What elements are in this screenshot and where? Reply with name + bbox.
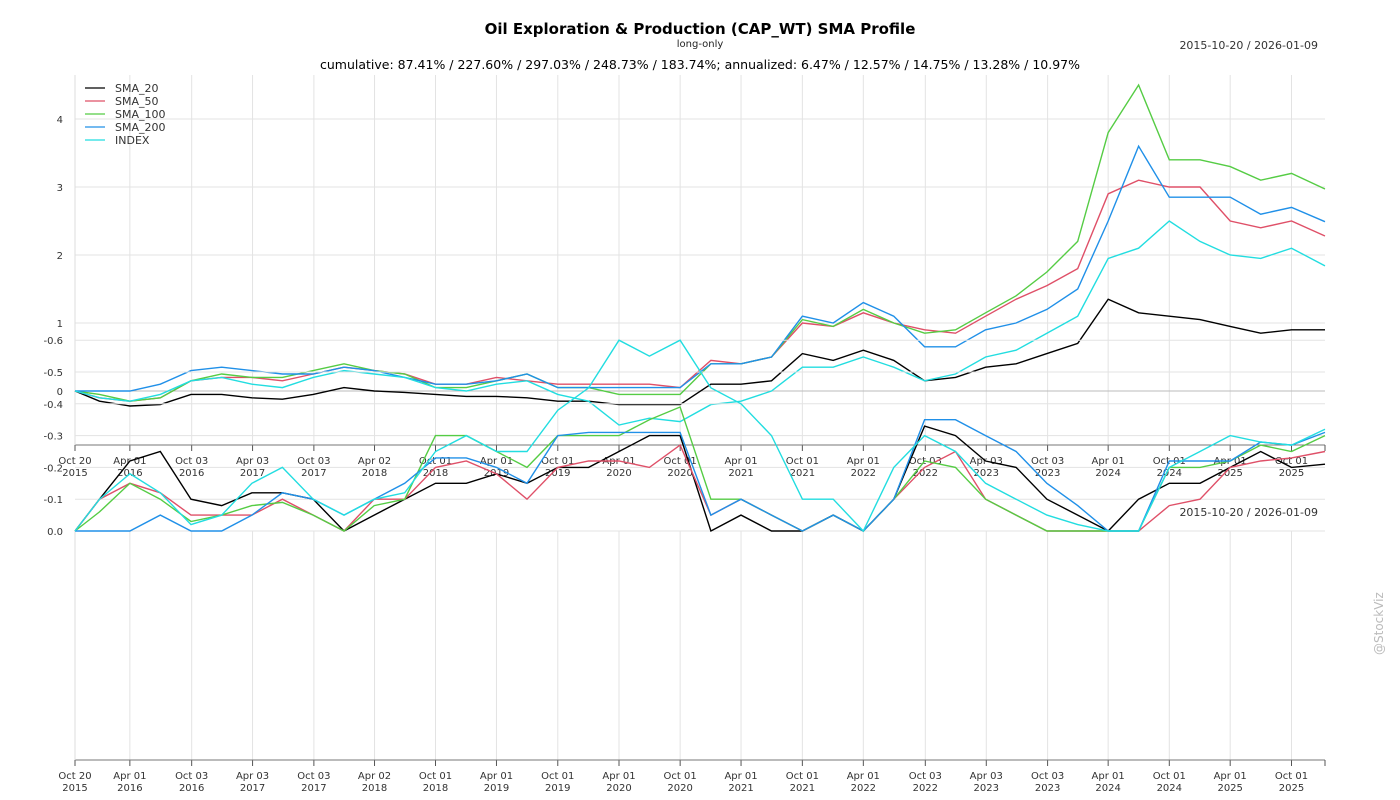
x-tick-label: Oct 20 2015 [58,771,91,794]
series-line-sma-200 [75,144,1326,392]
x-tick-label: Oct 01 2021 [786,771,819,794]
x-tick-label: Apr 01 2025 [1214,771,1247,794]
x-tick-label: Apr 03 2023 [970,771,1003,794]
y-tick-label: 0.0 [47,527,63,538]
x-tick-label: Oct 01 2019 [541,456,574,479]
y-tick-label: -0.3 [43,432,63,443]
x-tick-label: Apr 03 2017 [236,456,269,479]
x-tick-label: Oct 01 2024 [1153,771,1186,794]
legend-label-sma_200: SMA_200 [115,121,166,134]
x-tick-label: Oct 03 2017 [297,456,330,479]
x-tick-label: Apr 01 2024 [1092,456,1125,479]
date-range-top: 2015-10-20 / 2026-01-09 [1179,39,1318,52]
x-tick-label: Apr 01 2020 [602,771,635,794]
series-line-sma-20 [74,425,1326,533]
series-line-sma-100 [74,83,1326,402]
y-tick-label: -0.2 [43,463,63,474]
x-tick-label: Oct 01 2018 [419,771,452,794]
date-range-bottom: 2015-10-20 / 2026-01-09 [1179,506,1318,519]
x-tick-label: Oct 03 2017 [297,771,330,794]
x-tick-label: Oct 01 2020 [664,456,697,479]
x-tick-label: Oct 01 2018 [419,456,452,479]
series-line-index [74,220,1326,426]
y-tick-label: 1 [57,319,63,330]
y-tick-label: 0 [57,387,63,398]
x-tick-label: Apr 01 2021 [724,456,757,479]
x-tick-label: Apr 01 2024 [1092,771,1125,794]
y-tick-label: -0.4 [43,400,63,411]
x-tick-label: Oct 01 2021 [786,456,819,479]
x-tick-label: Oct 03 2016 [175,771,208,794]
y-tick-label: -0.5 [43,368,63,379]
x-tick-label: Oct 03 2023 [1031,771,1064,794]
legend-label-sma_20: SMA_20 [115,82,159,95]
series-line-sma-20 [74,298,1325,407]
x-tick-label: Oct 01 2020 [664,771,697,794]
x-tick-label: Oct 20 2015 [58,456,91,479]
x-tick-label: Oct 01 2025 [1275,456,1308,479]
legend-label-sma_100: SMA_100 [115,108,166,121]
x-tick-label: Apr 01 2016 [113,771,146,794]
x-tick-label: Apr 03 2017 [236,771,269,794]
series-line-sma-50 [74,179,1326,402]
x-tick-label: Oct 03 2016 [175,456,208,479]
series-line-index [74,339,1326,533]
y-tick-label: -0.6 [43,336,63,347]
chart-subtitle: long-only [676,39,724,50]
y-tick-label: 2 [57,251,63,262]
x-tick-label: Apr 01 2021 [724,771,757,794]
x-tick-label: Apr 01 2022 [847,771,880,794]
x-tick-label: Oct 03 2022 [909,771,942,794]
x-tick-label: Oct 01 2025 [1275,771,1308,794]
x-tick-label: Apr 01 2022 [847,456,880,479]
x-tick-label: Apr 01 2019 [480,771,513,794]
performance-stats: cumulative: 87.41% / 227.60% / 297.03% /… [319,57,1080,72]
legend-label-sma_50: SMA_50 [115,95,159,108]
x-tick-label: Oct 03 2023 [1031,456,1064,479]
x-tick-label: Apr 02 2018 [358,771,391,794]
x-tick-label: Apr 02 2018 [358,456,391,479]
y-tick-label: -0.1 [43,495,63,506]
y-tick-label: 3 [57,183,63,194]
legend-label-index: INDEX [115,134,150,147]
x-tick-label: Oct 01 2019 [541,771,574,794]
chart-title: Oil Exploration & Production (CAP_WT) SM… [484,20,916,38]
panel-drawdown: Oct 20 2015 Apr 01 2016 Oct 03 2016 Apr 03 2017… [43,336,1326,794]
y-tick-label: 4 [57,115,63,126]
